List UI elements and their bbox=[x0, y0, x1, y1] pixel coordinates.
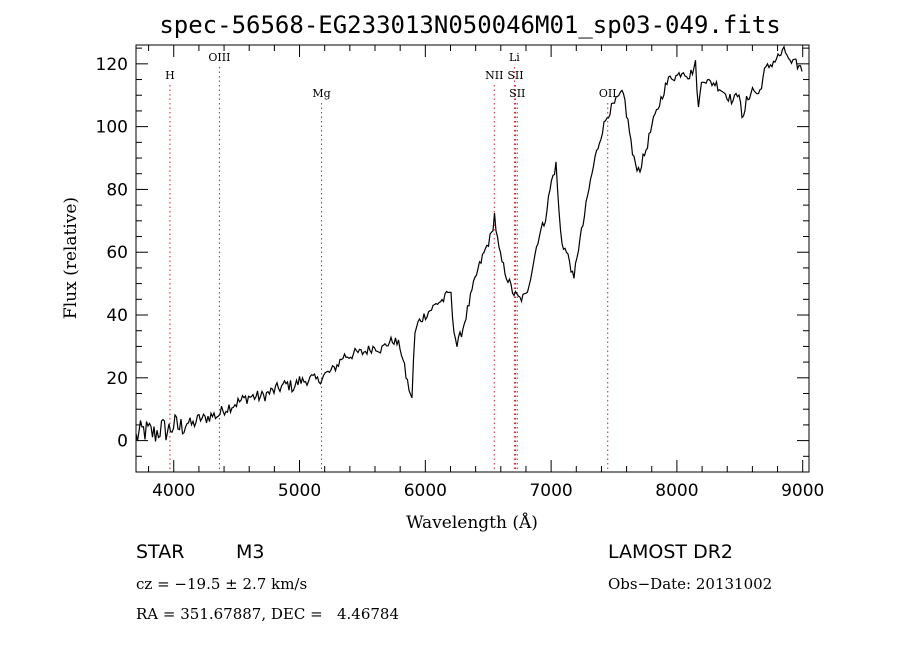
spectral-line-label: Mg bbox=[312, 87, 330, 100]
spectral-line-label: Li bbox=[509, 51, 520, 64]
plot-frame bbox=[135, 44, 810, 473]
spectral-line-label: SII bbox=[507, 69, 523, 82]
spectral-line-label: SII bbox=[509, 87, 525, 100]
x-tick-label: 6000 bbox=[404, 481, 447, 501]
y-tick-label: 80 bbox=[106, 180, 128, 200]
x-axis-label: Wavelength (Å) bbox=[406, 512, 538, 533]
y-tick-label: 40 bbox=[106, 306, 128, 326]
spectral-line-label: OIII bbox=[208, 51, 230, 64]
observation-date: Obs−Date: 20131002 bbox=[608, 575, 773, 593]
coordinates: RA = 351.67887, DEC = 4.46784 bbox=[136, 605, 400, 623]
spectrum-line bbox=[135, 45, 803, 442]
object-type: STAR bbox=[136, 541, 185, 563]
x-tick-label: 5000 bbox=[278, 481, 321, 501]
spectral-line-markers: H OIII Mg NII Li SII SII OII bbox=[165, 51, 617, 472]
spectral-line-label: OII bbox=[599, 87, 617, 100]
y-axis-label: Flux (relative) bbox=[61, 197, 81, 319]
x-tick-label: 8000 bbox=[655, 481, 698, 501]
x-tick-label: 4000 bbox=[152, 481, 195, 501]
y-tick-label: 60 bbox=[106, 243, 128, 263]
chart-title: spec-56568-EG233013N050046M01_sp03-049.f… bbox=[159, 11, 780, 39]
redshift-velocity: cz = −19.5 ± 2.7 km/s bbox=[136, 575, 308, 593]
x-tick-label: 9000 bbox=[781, 481, 824, 501]
spectral-subclass: M3 bbox=[236, 541, 265, 563]
survey-name: LAMOST DR2 bbox=[608, 541, 733, 563]
spectral-line-label: NII bbox=[485, 69, 503, 82]
y-tick-label: 20 bbox=[106, 369, 128, 389]
y-tick-label: 120 bbox=[96, 55, 128, 75]
spectral-line-label: H bbox=[165, 69, 175, 82]
y-tick-label: 100 bbox=[96, 118, 128, 138]
x-tick-label: 7000 bbox=[529, 481, 572, 501]
axis-ticks: 4000 5000 6000 7000 8000 9000 0 20 40 60 80 100 120 bbox=[96, 45, 824, 501]
y-tick-label: 0 bbox=[117, 432, 128, 452]
